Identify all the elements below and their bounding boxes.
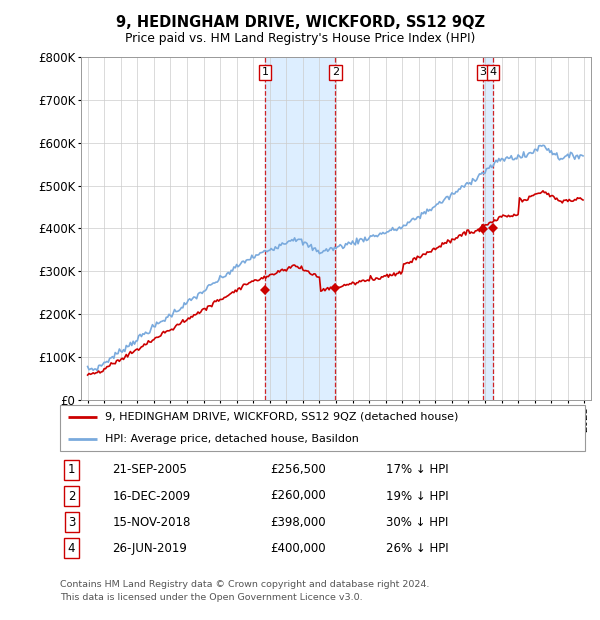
Text: 3: 3 xyxy=(479,68,487,78)
Text: 1: 1 xyxy=(68,464,76,476)
Text: £256,500: £256,500 xyxy=(270,464,326,476)
Text: 16-DEC-2009: 16-DEC-2009 xyxy=(113,490,191,502)
Text: 19% ↓ HPI: 19% ↓ HPI xyxy=(386,490,448,502)
Text: £400,000: £400,000 xyxy=(270,542,326,554)
Bar xyxy=(483,57,493,400)
Text: 26% ↓ HPI: 26% ↓ HPI xyxy=(386,542,448,554)
FancyBboxPatch shape xyxy=(60,405,585,451)
Text: 21-SEP-2005: 21-SEP-2005 xyxy=(113,464,187,476)
Text: 2: 2 xyxy=(332,68,339,78)
Text: 30% ↓ HPI: 30% ↓ HPI xyxy=(386,516,448,528)
Text: HPI: Average price, detached house, Basildon: HPI: Average price, detached house, Basi… xyxy=(104,434,359,445)
Text: Contains HM Land Registry data © Crown copyright and database right 2024.: Contains HM Land Registry data © Crown c… xyxy=(60,580,430,588)
Text: Price paid vs. HM Land Registry's House Price Index (HPI): Price paid vs. HM Land Registry's House … xyxy=(125,32,475,45)
Text: 17% ↓ HPI: 17% ↓ HPI xyxy=(386,464,448,476)
Text: 2: 2 xyxy=(68,490,76,502)
Text: 9, HEDINGHAM DRIVE, WICKFORD, SS12 9QZ: 9, HEDINGHAM DRIVE, WICKFORD, SS12 9QZ xyxy=(115,16,485,30)
Text: 9, HEDINGHAM DRIVE, WICKFORD, SS12 9QZ (detached house): 9, HEDINGHAM DRIVE, WICKFORD, SS12 9QZ (… xyxy=(104,412,458,422)
Bar xyxy=(265,57,335,400)
Text: 1: 1 xyxy=(262,68,269,78)
Text: 4: 4 xyxy=(490,68,497,78)
Text: £398,000: £398,000 xyxy=(270,516,326,528)
Text: 15-NOV-2018: 15-NOV-2018 xyxy=(113,516,191,528)
Text: £260,000: £260,000 xyxy=(270,490,326,502)
Text: 4: 4 xyxy=(68,542,76,554)
Text: 3: 3 xyxy=(68,516,75,528)
Text: This data is licensed under the Open Government Licence v3.0.: This data is licensed under the Open Gov… xyxy=(60,593,362,602)
Text: 26-JUN-2019: 26-JUN-2019 xyxy=(113,542,187,554)
